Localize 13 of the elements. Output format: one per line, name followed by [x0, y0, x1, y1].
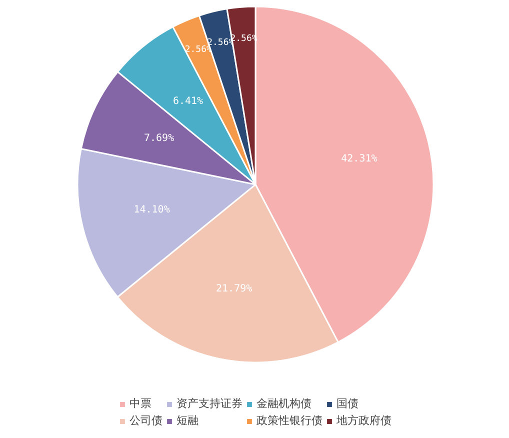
data-label: 7.69%: [144, 133, 174, 144]
legend-label: 政策性银行债: [256, 413, 322, 428]
legend-label: 短融: [176, 413, 198, 428]
legend-label: 国债: [336, 396, 358, 411]
legend-label: 地方政府债: [336, 413, 392, 428]
data-label: 6.41%: [172, 96, 204, 108]
data-label: 42.31%: [341, 153, 378, 164]
legend-label: 公司债: [130, 413, 162, 428]
data-label: 14.10%: [134, 204, 170, 216]
legend-label: 金融机构债: [256, 396, 312, 411]
legend-label: 资产支持证券: [176, 396, 242, 411]
legend-label: 中票: [130, 396, 152, 411]
data-label: 21.79%: [216, 284, 252, 295]
